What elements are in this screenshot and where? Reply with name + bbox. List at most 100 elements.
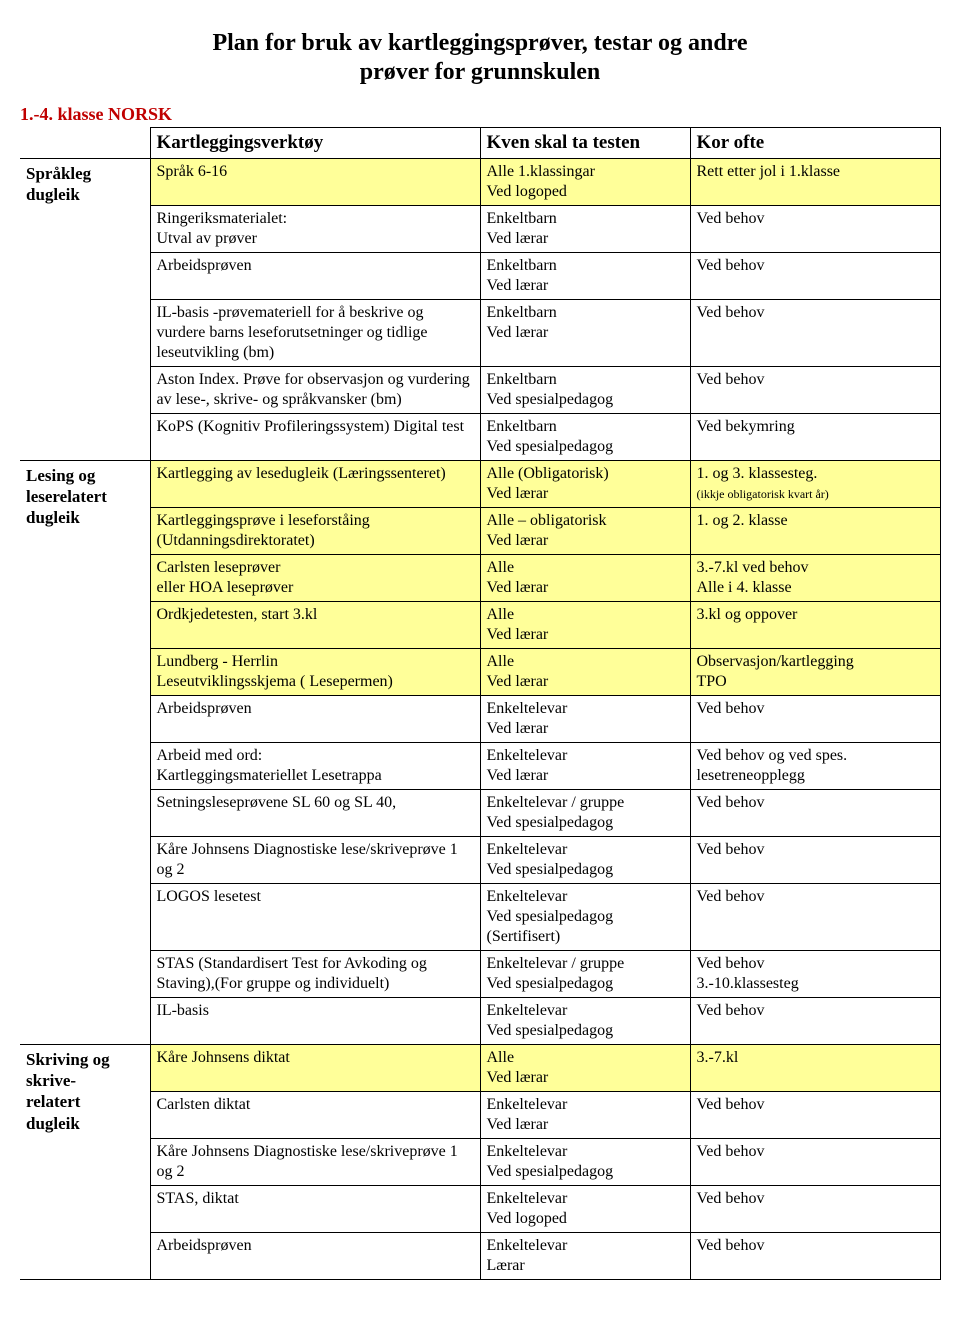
cell-verktoy: Setningsleseprøvene SL 60 og SL 40,: [150, 789, 480, 836]
cell-verktoy: KoPS (Kognitiv Profileringssystem) Digit…: [150, 413, 480, 460]
table-row: Carlsten leseprøvereller HOA leseprøverA…: [20, 554, 940, 601]
header-col2: Kven skal ta testen: [480, 128, 690, 159]
cell-kor-ofte: Ved behov: [690, 695, 940, 742]
side-label-skriving: Skriving ogskrive-relatertdugleik: [20, 1044, 150, 1279]
table-row: Kåre Johnsens Diagnostiske lese/skrivepr…: [20, 836, 940, 883]
cell-kor-ofte: Rett etter jol i 1.klasse: [690, 158, 940, 205]
table-row: Kartleggingsprøve i leseforståing (Utdan…: [20, 507, 940, 554]
table-row: Lesing ogleserelatertdugleikKartlegging …: [20, 460, 940, 507]
cell-verktoy: Arbeidsprøven: [150, 695, 480, 742]
cell-verktoy: Ordkjedetesten, start 3.kl: [150, 601, 480, 648]
table-row: STAS (Standardisert Test for Avkoding og…: [20, 950, 940, 997]
side-label-spraak: Språklegdugleik: [20, 158, 150, 460]
cell-verktoy: Kartleggingsprøve i leseforståing (Utdan…: [150, 507, 480, 554]
cell-kor-ofte: 1. og 2. klasse: [690, 507, 940, 554]
table-row: Skriving ogskrive-relatertdugleikKåre Jo…: [20, 1044, 940, 1091]
cell-kven: EnkeltelevarVed logoped: [480, 1185, 690, 1232]
table-row: IL-basis -prøvemateriell for å beskrive …: [20, 299, 940, 366]
table-row: ArbeidsprøvenEnkeltelevarVed lærarVed be…: [20, 695, 940, 742]
cell-verktoy: Carlsten leseprøvereller HOA leseprøver: [150, 554, 480, 601]
cell-kven: AlleVed lærar: [480, 1044, 690, 1091]
cell-kor-ofte: Ved behov: [690, 1232, 940, 1279]
cell-verktoy: STAS, diktat: [150, 1185, 480, 1232]
cell-verktoy: IL-basis: [150, 997, 480, 1044]
table-row: Ringeriksmaterialet:Utval av prøverEnkel…: [20, 205, 940, 252]
cell-kven: Alle – obligatoriskVed lærar: [480, 507, 690, 554]
cell-verktoy: Språk 6-16: [150, 158, 480, 205]
table-row: LOGOS lesetestEnkeltelevarVed spesialped…: [20, 883, 940, 950]
cell-kven: EnkeltbarnVed lærar: [480, 299, 690, 366]
cell-kven: Alle (Obligatorisk)Ved lærar: [480, 460, 690, 507]
cell-kven: AlleVed lærar: [480, 554, 690, 601]
cell-verktoy: Ringeriksmaterialet:Utval av prøver: [150, 205, 480, 252]
table-row: Arbeid med ord:Kartleggingsmateriellet L…: [20, 742, 940, 789]
cell-kven: AlleVed lærar: [480, 648, 690, 695]
page-title-line1: Plan for bruk av kartleggingsprøver, tes…: [20, 30, 940, 57]
cell-kor-ofte: 1. og 3. klassesteg.(ikkje obligatorisk …: [690, 460, 940, 507]
cell-kor-ofte: Ved behov: [690, 1185, 940, 1232]
cell-kor-ofte: Ved behov: [690, 252, 940, 299]
cell-verktoy: Kåre Johnsens Diagnostiske lese/skrivepr…: [150, 1138, 480, 1185]
table-row: KoPS (Kognitiv Profileringssystem) Digit…: [20, 413, 940, 460]
cell-kven: EnkeltelevarVed spesialpedagog(Sertifise…: [480, 883, 690, 950]
table-row: ArbeidsprøvenEnkeltbarnVed lærarVed beho…: [20, 252, 940, 299]
cell-verktoy: Aston Index. Prøve for observasjon og vu…: [150, 366, 480, 413]
cell-kven: Enkeltelevar / gruppeVed spesialpedagog: [480, 789, 690, 836]
cell-kven: EnkeltelevarVed lærar: [480, 1091, 690, 1138]
cell-kor-ofte: Ved behov: [690, 836, 940, 883]
table-row: SpråklegdugleikSpråk 6-16Alle 1.klassing…: [20, 158, 940, 205]
cell-verktoy: Lundberg - HerrlinLeseutviklingsskjema (…: [150, 648, 480, 695]
table-row: STAS, diktatEnkeltelevarVed logopedVed b…: [20, 1185, 940, 1232]
cell-kor-ofte: Ved behov: [690, 789, 940, 836]
table-row: ArbeidsprøvenEnkeltelevarLærarVed behov: [20, 1232, 940, 1279]
cell-kven: EnkeltelevarVed lærar: [480, 695, 690, 742]
cell-kven: EnkeltelevarVed spesialpedagog: [480, 836, 690, 883]
cell-verktoy: STAS (Standardisert Test for Avkoding og…: [150, 950, 480, 997]
cell-kven: EnkeltbarnVed spesialpedagog: [480, 413, 690, 460]
cell-kor-ofte: Observasjon/kartleggingTPO: [690, 648, 940, 695]
cell-kor-ofte: Ved behov: [690, 366, 940, 413]
cell-kor-ofte: 3.kl og oppover: [690, 601, 940, 648]
cell-verktoy: LOGOS lesetest: [150, 883, 480, 950]
cell-kor-ofte: Ved behov: [690, 299, 940, 366]
cell-kor-ofte: Ved behov og ved spes. lesetreneopplegg: [690, 742, 940, 789]
cell-kor-ofte: 3.-7.kl: [690, 1044, 940, 1091]
cell-kven: AlleVed lærar: [480, 601, 690, 648]
cell-kor-ofte: Ved behov: [690, 883, 940, 950]
side-label-lesing: Lesing ogleserelatertdugleik: [20, 460, 150, 1044]
header-col3: Kor ofte: [690, 128, 940, 159]
cell-verktoy: Arbeidsprøven: [150, 1232, 480, 1279]
cell-verktoy: Carlsten diktat: [150, 1091, 480, 1138]
table-row: Kåre Johnsens Diagnostiske lese/skrivepr…: [20, 1138, 940, 1185]
cell-kor-ofte: Ved bekymring: [690, 413, 940, 460]
cell-kor-ofte: Ved behov3.-10.klassesteg: [690, 950, 940, 997]
table-row: Lundberg - HerrlinLeseutviklingsskjema (…: [20, 648, 940, 695]
cell-verktoy: Kåre Johnsens Diagnostiske lese/skrivepr…: [150, 836, 480, 883]
table-row: Ordkjedetesten, start 3.klAlleVed lærar3…: [20, 601, 940, 648]
section-label: 1.-4. klasse NORSK: [20, 104, 172, 125]
plan-table: KartleggingsverktøyKven skal ta testenKo…: [20, 127, 941, 1280]
table-row: Aston Index. Prøve for observasjon og vu…: [20, 366, 940, 413]
table-row: IL-basisEnkeltelevarVed spesialpedagogVe…: [20, 997, 940, 1044]
cell-kor-ofte: Ved behov: [690, 1091, 940, 1138]
cell-kven: EnkeltbarnVed spesialpedagog: [480, 366, 690, 413]
cell-kven: EnkeltelevarVed lærar: [480, 742, 690, 789]
cell-kven: EnkeltelevarVed spesialpedagog: [480, 1138, 690, 1185]
cell-verktoy: Arbeidsprøven: [150, 252, 480, 299]
cell-kor-ofte: Ved behov: [690, 205, 940, 252]
cell-kven: EnkeltbarnVed lærar: [480, 205, 690, 252]
cell-verktoy: Kartlegging av lesedugleik (Læringssente…: [150, 460, 480, 507]
cell-verktoy: IL-basis -prøvemateriell for å beskrive …: [150, 299, 480, 366]
cell-kven: Alle 1.klassingarVed logoped: [480, 158, 690, 205]
cell-kor-ofte: Ved behov: [690, 1138, 940, 1185]
cell-kven: EnkeltelevarLærar: [480, 1232, 690, 1279]
page-title-line2: prøver for grunnskulen: [20, 59, 940, 86]
cell-kven: EnkeltelevarVed spesialpedagog: [480, 997, 690, 1044]
table-row: Carlsten diktatEnkeltelevarVed lærarVed …: [20, 1091, 940, 1138]
blank-cell: [20, 128, 150, 159]
cell-kven: Enkeltelevar / gruppeVed spesialpedagog: [480, 950, 690, 997]
table-header-row: KartleggingsverktøyKven skal ta testenKo…: [20, 128, 940, 159]
cell-verktoy: Kåre Johnsens diktat: [150, 1044, 480, 1091]
cell-verktoy: Arbeid med ord:Kartleggingsmateriellet L…: [150, 742, 480, 789]
cell-kor-ofte: Ved behov: [690, 997, 940, 1044]
